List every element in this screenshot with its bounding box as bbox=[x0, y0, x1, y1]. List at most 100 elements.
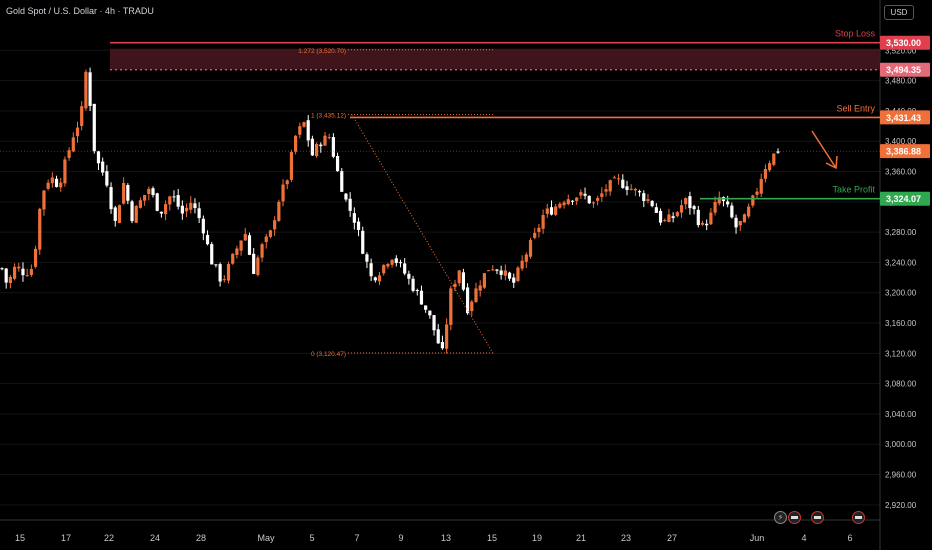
candle-body bbox=[759, 178, 763, 194]
candle-body bbox=[285, 180, 289, 185]
y-tick-label: 3,000.00 bbox=[885, 440, 917, 449]
candle-body bbox=[621, 179, 625, 188]
x-tick-label: 22 bbox=[104, 533, 114, 543]
candle-body bbox=[260, 244, 264, 258]
candle-body bbox=[252, 253, 256, 274]
candle-body bbox=[201, 218, 205, 234]
candle-body bbox=[696, 209, 700, 226]
candle-body bbox=[461, 272, 466, 290]
candle-body bbox=[637, 191, 642, 193]
take-profit-price-tag-bg bbox=[880, 191, 930, 206]
candle-body bbox=[92, 103, 96, 152]
candle-body bbox=[776, 151, 780, 153]
candle-body bbox=[327, 137, 331, 139]
candle-body bbox=[755, 191, 759, 195]
candle-body bbox=[583, 193, 587, 196]
candle-body bbox=[541, 215, 545, 229]
candle-body bbox=[231, 253, 235, 264]
candle-body bbox=[193, 203, 197, 209]
candle-body bbox=[344, 193, 348, 200]
candle-body bbox=[109, 187, 113, 210]
candle-body bbox=[533, 232, 537, 238]
y-tick-label: 2,920.00 bbox=[885, 501, 917, 510]
candle-body bbox=[495, 269, 499, 271]
candle-body bbox=[54, 178, 59, 187]
candle-body bbox=[432, 315, 436, 331]
candle-body bbox=[394, 258, 398, 263]
candle-body bbox=[507, 272, 512, 279]
candle-body bbox=[21, 268, 25, 276]
current-price-tag: 3,386.88 bbox=[886, 147, 921, 157]
y-tick-label: 3,520.00 bbox=[885, 46, 917, 55]
x-tick-label: 21 bbox=[576, 533, 586, 543]
y-tick-label: 3,240.00 bbox=[885, 258, 917, 267]
candle-body bbox=[147, 188, 151, 194]
candle-body bbox=[105, 171, 109, 186]
candle-body bbox=[218, 264, 222, 282]
candle-body bbox=[75, 127, 80, 137]
candle-body bbox=[273, 220, 277, 230]
y-tick-label: 3,080.00 bbox=[885, 380, 917, 389]
candle-body bbox=[122, 182, 126, 204]
candle-body bbox=[256, 257, 260, 275]
us-flag-event-icon[interactable] bbox=[788, 511, 801, 524]
candle-body bbox=[520, 260, 524, 269]
sell-entry-price-tag-bg bbox=[880, 110, 930, 125]
candle-body bbox=[734, 217, 738, 228]
resistance-price-tag: 3,494.35 bbox=[886, 65, 921, 75]
x-tick-label: 19 bbox=[532, 533, 542, 543]
candle-body bbox=[163, 204, 168, 215]
us-flag-event-icon-2[interactable] bbox=[811, 511, 824, 524]
candle-body bbox=[466, 287, 470, 314]
candle-body bbox=[772, 153, 776, 165]
candle-body bbox=[184, 207, 189, 212]
fib-trend-line bbox=[351, 114, 494, 354]
candle-body bbox=[155, 193, 159, 211]
candle-body bbox=[205, 234, 210, 245]
candle-body bbox=[331, 137, 335, 157]
currency-button[interactable]: USD bbox=[884, 5, 914, 20]
candle-body bbox=[239, 240, 243, 251]
candle-body bbox=[377, 275, 382, 282]
candle-body bbox=[214, 264, 218, 266]
y-tick-label: 3,400.00 bbox=[885, 137, 917, 146]
down-arrow-icon bbox=[811, 130, 838, 170]
candle-body bbox=[453, 283, 457, 288]
candle-body bbox=[138, 200, 143, 208]
us-flag-event-icon-3[interactable] bbox=[852, 511, 865, 524]
candle-body bbox=[717, 197, 721, 204]
candle-body bbox=[768, 163, 772, 171]
candle-body bbox=[658, 210, 663, 223]
candle-body bbox=[126, 185, 130, 201]
candle-body bbox=[608, 180, 612, 192]
candle-body bbox=[302, 122, 306, 127]
candle-body bbox=[482, 273, 486, 288]
x-tick-label: 23 bbox=[621, 533, 631, 543]
x-tick-label: 28 bbox=[196, 533, 206, 543]
candle-body bbox=[189, 202, 193, 210]
candle-body bbox=[671, 216, 675, 219]
candle-body bbox=[235, 248, 239, 255]
candle-body bbox=[130, 201, 134, 222]
lightning-icon[interactable]: ⚡ bbox=[774, 511, 787, 524]
candle-body bbox=[84, 71, 88, 109]
candle-body bbox=[575, 197, 579, 201]
candle-body bbox=[528, 240, 533, 257]
candle-body bbox=[117, 205, 122, 224]
candle-body bbox=[600, 193, 604, 197]
candle-body bbox=[361, 230, 365, 254]
candle-body bbox=[436, 329, 440, 344]
candle-body bbox=[747, 206, 751, 217]
candle-body bbox=[440, 342, 445, 349]
candle-body bbox=[42, 190, 46, 210]
candle-body bbox=[617, 178, 621, 180]
candle-body bbox=[17, 266, 21, 269]
x-tick-label: May bbox=[257, 533, 275, 543]
candle-body bbox=[730, 205, 734, 218]
candle-body bbox=[63, 159, 67, 184]
level-label-take-profit: Take Profit bbox=[832, 185, 875, 195]
candle-body bbox=[478, 285, 482, 291]
candle-body bbox=[604, 189, 608, 192]
x-tick-label: 15 bbox=[15, 533, 25, 543]
